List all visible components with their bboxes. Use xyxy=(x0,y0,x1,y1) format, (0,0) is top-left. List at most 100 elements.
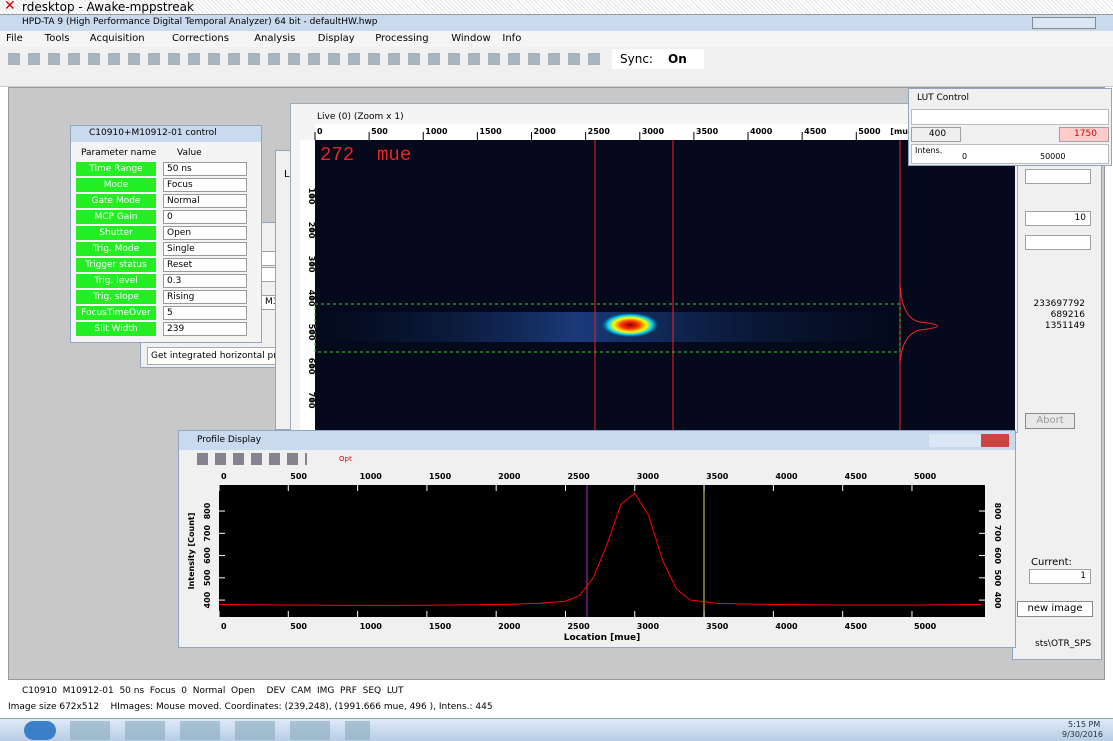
x-tick-label: 4500 xyxy=(804,127,827,136)
parameter-value[interactable]: 0.3 xyxy=(163,274,247,288)
parameter-value[interactable]: 50 ns xyxy=(163,162,247,176)
x-tick-label: 500 xyxy=(371,127,388,136)
profile-plot: 0050050010001000150015002000200025002500… xyxy=(180,470,1013,646)
x-tick-label: 3500 xyxy=(696,127,719,136)
parameter-name: Time Range xyxy=(76,162,156,176)
x-tick-label: 3000 xyxy=(637,622,660,631)
menu-item[interactable]: Corrections xyxy=(172,33,229,44)
dropdown[interactable] xyxy=(1025,169,1091,184)
menu-item[interactable]: Analysis xyxy=(254,33,295,44)
current-label: Current: xyxy=(1031,557,1072,568)
start-button[interactable] xyxy=(24,721,56,740)
y-tick-label: 600 xyxy=(993,547,1002,564)
live-title: Live (0) (Zoom x 1) xyxy=(317,112,404,122)
y-tick-label: 600 xyxy=(203,547,212,564)
profile-toolbar[interactable] xyxy=(197,453,307,465)
y-tick-label: 100 xyxy=(307,188,316,205)
menu-item[interactable]: File xyxy=(6,33,23,44)
app-titlebar: HPD-TA 9 (High Performance Digital Tempo… xyxy=(0,15,1113,31)
x-tick-label: 1500 xyxy=(429,622,452,631)
window-buttons[interactable] xyxy=(929,434,1009,447)
lut-title: LUT Control xyxy=(917,93,969,103)
y-tick-band xyxy=(300,140,315,430)
opt[interactable]: Opt xyxy=(339,455,352,463)
parameter-name: FocusTimeOver xyxy=(76,306,156,320)
parameter-value[interactable]: 0 xyxy=(163,210,247,224)
sync-box: Sync: On xyxy=(612,49,704,69)
parameter-value[interactable]: Single xyxy=(163,242,247,256)
task-icons[interactable] xyxy=(70,721,370,740)
header: Value xyxy=(177,148,202,158)
x-tick-label: 500 xyxy=(290,472,307,481)
parameter-value[interactable]: 5 xyxy=(163,306,247,320)
panel-value: 233697792 xyxy=(1023,299,1085,310)
status-line: C10910 M10912-01 50 ns Focus 0 Normal Op… xyxy=(22,686,404,696)
parameter-name: Trigger status xyxy=(76,258,156,272)
y-tick-label: 500 xyxy=(993,569,1002,586)
y-tick-label: 200 xyxy=(307,222,316,239)
x-axis-label: Location [mue] xyxy=(564,633,641,643)
image xyxy=(315,140,1015,430)
plot-area xyxy=(219,485,985,617)
new-image-button[interactable]: new image xyxy=(1017,601,1093,617)
lut-slider[interactable] xyxy=(911,109,1109,125)
scale-min: 0 xyxy=(962,152,967,161)
x-tick-label: 2500 xyxy=(567,622,590,631)
hint: Get integrated horizontal profi xyxy=(147,347,283,365)
parameter-value[interactable]: Normal xyxy=(163,194,247,208)
parameter-value[interactable]: Rising xyxy=(163,290,247,304)
parameter-name: Gate Mode xyxy=(76,194,156,208)
behind-text: L xyxy=(284,169,290,180)
rdesktop-bar: ✕ rdesktop - Awake-mppstreak xyxy=(0,0,1113,15)
lut-low[interactable]: 400 xyxy=(911,127,961,142)
close-icon[interactable]: ✕ xyxy=(4,0,16,14)
menu-item[interactable]: Acquisition xyxy=(90,33,145,44)
y-tick-label: 700 xyxy=(307,392,316,409)
field[interactable]: 10 xyxy=(1025,211,1091,226)
dropdown[interactable] xyxy=(1025,235,1091,250)
menu-item[interactable]: Tools xyxy=(45,33,70,44)
y-tick-label: 400 xyxy=(993,592,1002,609)
parameter-name: Trig. Mode xyxy=(76,242,156,256)
control-window: C10910+M10912-01 control Parameter name … xyxy=(70,125,262,343)
control-title: C10910+M10912-01 control xyxy=(89,128,217,138)
x-tick-label: 1500 xyxy=(429,472,452,481)
parameter-name: Slit Width xyxy=(76,322,156,336)
x-tick-label: 2000 xyxy=(534,127,557,136)
x-tick-label: 500 xyxy=(290,622,307,631)
x-tick-label: 1000 xyxy=(425,127,448,136)
menu-item[interactable]: Window xyxy=(451,33,490,44)
x-tick-label: 5000 xyxy=(914,472,937,481)
y-tick-label: 300 xyxy=(307,256,316,273)
lut-window: LUT Control 400 1750 Intens. 0 50000 xyxy=(908,88,1112,166)
path-text: sts\OTR_SPS xyxy=(1035,639,1091,649)
current-value[interactable]: 1 xyxy=(1029,569,1091,584)
lut-high[interactable]: 1750 xyxy=(1059,127,1109,142)
x-tick-label: 1000 xyxy=(360,472,383,481)
beam-spot xyxy=(600,312,660,338)
x-tick-label: 0 xyxy=(221,622,227,631)
y-tick-label: 500 xyxy=(203,569,212,586)
parameter-value[interactable]: Open xyxy=(163,226,247,240)
menu-item[interactable]: Info xyxy=(502,33,521,44)
y-tick-label: 700 xyxy=(203,525,212,542)
value-list: 2336977926892161351149 xyxy=(1023,299,1085,332)
x-tick-label: 1500 xyxy=(479,127,502,136)
parameter-value[interactable]: Focus xyxy=(163,178,247,192)
taskbar: 5:15 PM 9/30/2016 xyxy=(0,718,1113,741)
scale-max: 50000 xyxy=(1040,152,1065,161)
menu-item[interactable]: Display xyxy=(318,33,355,44)
x-tick-label: 3500 xyxy=(706,472,729,481)
toolbar-icons[interactable] xyxy=(8,53,608,65)
parameter-value[interactable]: Reset xyxy=(163,258,247,272)
status-line: Image size 672x512 HImages: Mouse moved.… xyxy=(8,702,493,712)
abort-button[interactable]: Abort xyxy=(1025,413,1075,429)
y-tick-label: 600 xyxy=(307,358,316,375)
window-buttons[interactable] xyxy=(1032,17,1096,29)
status-bar: C10910 M10912-01 50 ns Focus 0 Normal Op… xyxy=(0,680,1113,718)
menu-item[interactable]: Processing xyxy=(375,33,428,44)
parameter-value[interactable]: 239 xyxy=(163,322,247,336)
clock-date: 9/30/2016 xyxy=(1062,730,1103,739)
y-tick-label: 800 xyxy=(993,503,1002,520)
